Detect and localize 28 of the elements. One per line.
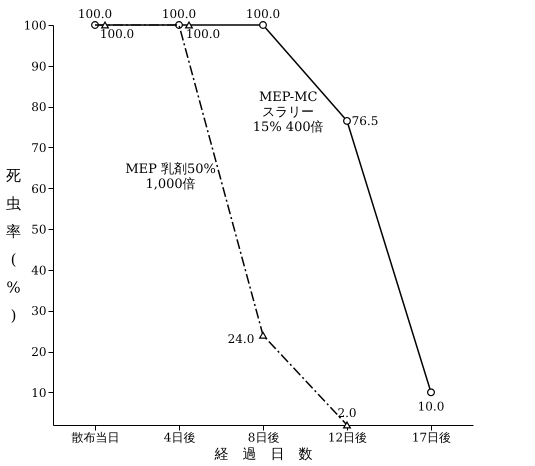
x-tick-label: 17日後 (412, 430, 452, 444)
x-tick-label: 散布当日 (72, 430, 120, 444)
y-tick-label: 90 (31, 59, 46, 74)
data-label: 76.5 (352, 114, 378, 128)
series-label: MEP-MC スラリー 15% 400倍 (252, 90, 324, 135)
y-tick-label: 80 (31, 100, 46, 114)
series-label: MEP 乳剤50% 1,000倍 (125, 162, 216, 192)
data-label: 10.0 (418, 399, 444, 414)
x-tick-label: 4日後 (164, 430, 196, 444)
data-label: 100.0 (246, 7, 280, 21)
x-axis-title: 経 過 日 数 (214, 446, 312, 462)
y-tick-label: 70 (31, 140, 46, 155)
y-tick-label: 50 (31, 222, 46, 237)
data-label: 100.0 (100, 27, 134, 41)
data-label: 24.0 (228, 332, 254, 346)
y-tick-label: 100 (24, 18, 46, 32)
y-tick-label: 60 (31, 182, 46, 196)
y-tick-label: 10 (31, 386, 46, 400)
x-tick-label: 12日後 (328, 430, 368, 444)
data-label: 2.0 (337, 406, 357, 420)
y-tick-label: 40 (31, 263, 46, 278)
x-tick-label: 8日後 (248, 430, 280, 444)
data-label: 100.0 (186, 27, 220, 41)
y-tick-label: 20 (31, 345, 46, 360)
data-label: 100.0 (78, 7, 112, 21)
y-tick-label: 30 (31, 304, 46, 318)
data-label: 100.0 (162, 7, 196, 21)
y-axis-title: 死虫率(%) (6, 166, 21, 324)
